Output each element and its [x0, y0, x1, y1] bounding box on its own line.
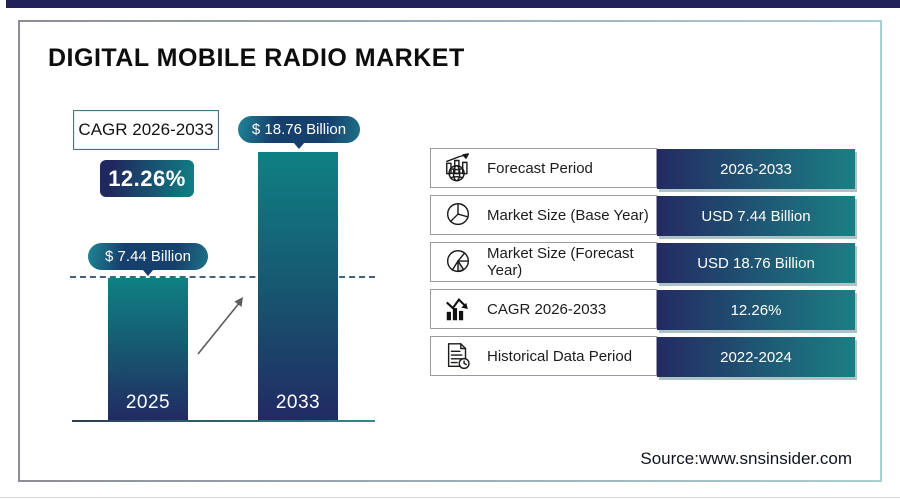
bar-2025: 2025 — [108, 278, 188, 421]
table-row: Historical Data Period 2022-2024 — [430, 336, 855, 377]
table-label-cell: Historical Data Period — [430, 336, 657, 376]
callout-2033: $ 18.76 Billion — [238, 116, 360, 143]
callout-2025-text: $ 7.44 Billion — [105, 248, 191, 265]
table-row-label: CAGR 2026-2033 — [487, 300, 607, 318]
cagr-label: CAGR 2026-2033 — [78, 120, 214, 139]
table-row-label: Historical Data Period — [487, 347, 633, 365]
growth-arrow-icon — [197, 297, 243, 355]
table-row-value: 2026-2033 — [720, 160, 792, 178]
document-clock-icon — [442, 340, 474, 372]
pie-chart-icon — [442, 199, 474, 231]
top-accent-bar — [6, 0, 900, 8]
table-row: Market Size (Forecast Year) USD 18.76 Bi… — [430, 242, 855, 283]
bottom-divider — [0, 497, 900, 498]
cagr-value-badge: 12.26% — [100, 160, 194, 197]
table-label-cell: CAGR 2026-2033 — [430, 289, 657, 329]
chart-baseline — [72, 420, 375, 422]
table-row-value: USD 7.44 Billion — [701, 207, 811, 225]
table-row-value: 12.26% — [730, 301, 782, 319]
cagr-label-box: CAGR 2026-2033 — [73, 110, 219, 150]
table-row: Market Size (Base Year) USD 7.44 Billion — [430, 195, 855, 236]
table-row-label: Market Size (Forecast Year) — [487, 245, 634, 279]
reference-dashed-line — [70, 276, 375, 278]
callout-2033-text: $ 18.76 Billion — [251, 121, 347, 138]
table-value-cell: 2026-2033 — [657, 149, 855, 189]
table-row-label: Market Size (Base Year) — [487, 206, 649, 224]
table-row: CAGR 2026-2033 12.26% — [430, 289, 855, 330]
market-summary-table: Forecast Period 2026-2033 Market Size (B… — [430, 148, 855, 383]
table-value-cell: USD 7.44 Billion — [657, 196, 855, 236]
table-row: Forecast Period 2026-2033 — [430, 148, 855, 189]
bar-2033: 2033 — [258, 152, 338, 421]
pie-chart-icon — [442, 246, 474, 278]
source-attribution: Source:www.snsinsider.com — [640, 449, 852, 468]
table-value-cell: 12.26% — [657, 290, 855, 330]
bar-2025-year-label: 2025 — [125, 392, 171, 413]
page-title: DIGITAL MOBILE RADIO MARKET — [48, 44, 465, 72]
table-label-cell: Market Size (Forecast Year) — [430, 242, 657, 282]
forecast-globe-chart-icon — [442, 152, 474, 184]
table-value-cell: USD 18.76 Billion — [657, 243, 855, 283]
table-row-label: Forecast Period — [487, 159, 593, 177]
callout-2025: $ 7.44 Billion — [88, 243, 208, 270]
table-row-value: 2022-2024 — [720, 348, 792, 366]
table-label-cell: Forecast Period — [430, 148, 657, 188]
bar-chart-arrow-icon — [442, 293, 474, 325]
bar-2033-year-label: 2033 — [275, 392, 321, 413]
cagr-value: 12.26% — [108, 165, 186, 191]
table-row-value: USD 18.76 Billion — [697, 254, 815, 272]
table-label-cell: Market Size (Base Year) — [430, 195, 657, 235]
table-value-cell: 2022-2024 — [657, 337, 855, 377]
